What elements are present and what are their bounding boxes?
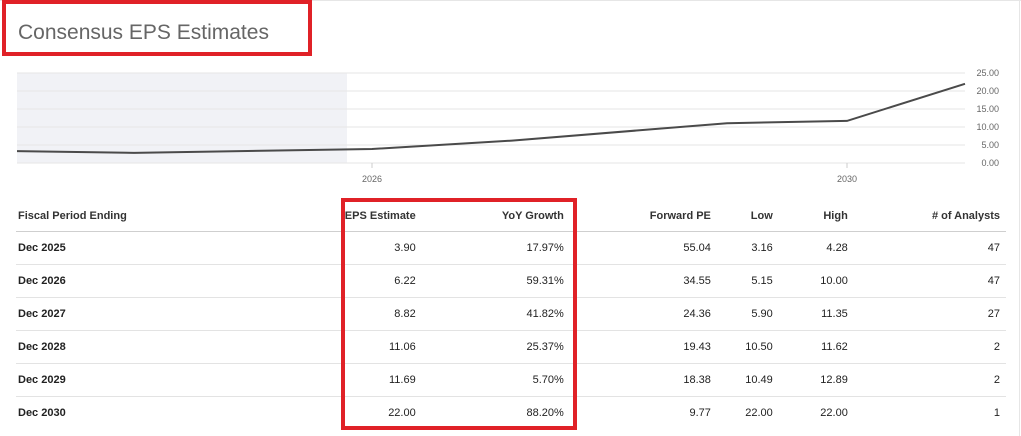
high-cell: 10.00 — [778, 264, 854, 298]
eps-estimate-cell: 8.82 — [343, 297, 422, 331]
historical-region — [17, 73, 347, 163]
chart-gridlines — [17, 72, 965, 164]
column-header-high[interactable]: High — [778, 200, 854, 232]
eps-estimate-cell: 11.69 — [343, 363, 422, 397]
fiscal-period-cell: Dec 2028 — [16, 330, 344, 364]
low-cell: 10.50 — [716, 330, 779, 364]
forward-pe-cell: 24.36 — [569, 297, 717, 331]
analysts-cell: 47 — [853, 231, 1006, 265]
high-cell: 11.35 — [778, 297, 854, 331]
column-header-fiscal-period[interactable]: Fiscal Period Ending — [16, 200, 344, 232]
high-cell: 22.00 — [820, 407, 848, 419]
yoy-growth-cell: 41.82% — [421, 297, 570, 331]
fiscal-period-cell: Dec 2029 — [16, 363, 344, 397]
chart-y-ticks: 25.00 20.00 15.00 10.00 5.00 0.00 — [976, 68, 999, 168]
fiscal-period-cell: Dec 2025 — [16, 231, 344, 265]
eps-trend-chart: 2026 2030 25.00 20.00 15.00 10.00 5.00 0.00 — [16, 68, 999, 184]
eps-series-line — [16, 82, 966, 154]
section-title: Consensus EPS Estimates — [18, 21, 269, 44]
eps-estimate-cell: 11.06 — [343, 330, 422, 364]
panel-top-border — [0, 0, 1021, 1]
y-tick-label: 25.00 — [976, 68, 999, 78]
y-tick-label: 15.00 — [976, 104, 999, 114]
yoy-growth-cell: 5.70% — [421, 363, 570, 397]
low-cell: 22.00 — [745, 407, 773, 419]
forward-pe-cell: 18.38 — [569, 363, 717, 397]
eps-estimate-cell: 22.00 — [388, 407, 416, 419]
eps-estimate-cell: 6.22 — [343, 264, 422, 298]
column-header-low[interactable]: Low — [716, 200, 779, 232]
column-header-analysts[interactable]: # of Analysts — [853, 200, 1006, 232]
column-header-yoy-growth[interactable]: YoY Growth — [421, 200, 570, 232]
analysts-cell: 27 — [853, 297, 1006, 331]
y-tick-label: 20.00 — [976, 86, 999, 96]
yoy-growth-cell: 25.37% — [421, 330, 570, 364]
column-header-eps-estimate[interactable]: EPS Estimate — [343, 200, 422, 232]
high-cell: 11.62 — [778, 330, 854, 364]
title-highlight-box — [2, 0, 312, 56]
table-row: Dec 2026 6.22 59.31% 34.55 5.15 10.00 47 — [16, 264, 1006, 298]
forward-pe-cell: 34.55 — [569, 264, 717, 298]
fiscal-period-cell: Dec 2026 — [16, 264, 344, 298]
y-tick-label: 0.00 — [981, 158, 999, 168]
forward-pe-cell: 19.43 — [569, 330, 717, 364]
analysts-cell: 47 — [853, 264, 1006, 298]
chart-x-ticks: 2026 2030 — [362, 163, 857, 184]
table-row: Dec 2027 8.82 41.82% 24.36 5.90 11.35 27 — [16, 297, 1006, 331]
table-header-row: Fiscal Period Ending EPS Estimate YoY Gr… — [16, 200, 1006, 232]
low-cell: 5.90 — [716, 297, 779, 331]
forward-pe-cell: 55.04 — [569, 231, 717, 265]
analysts-cell: 2 — [853, 363, 1006, 397]
low-cell: 5.15 — [716, 264, 779, 298]
fiscal-period-cell: Dec 2030 — [18, 407, 66, 419]
eps-estimates-table: Fiscal Period Ending EPS Estimate YoY Gr… — [16, 200, 1006, 429]
x-tick-label: 2026 — [362, 174, 382, 184]
analysts-cell: 2 — [853, 330, 1006, 364]
y-tick-label: 10.00 — [976, 122, 999, 132]
table-row: Dec 2030 22.00 88.20% 9.77 22.00 22.00 1 — [16, 397, 1006, 430]
high-cell: 12.89 — [778, 363, 854, 397]
forward-pe-cell: 9.77 — [689, 407, 711, 419]
low-cell: 3.16 — [716, 231, 779, 265]
high-cell: 4.28 — [778, 231, 854, 265]
table-row: Dec 2029 11.69 5.70% 18.38 10.49 12.89 2 — [16, 363, 1006, 397]
low-cell: 10.49 — [716, 363, 779, 397]
yoy-growth-cell: 59.31% — [421, 264, 570, 298]
column-header-forward-pe[interactable]: Forward PE — [569, 200, 717, 232]
eps-estimate-cell: 3.90 — [343, 231, 422, 265]
panel-right-border — [1019, 0, 1020, 436]
fiscal-period-cell: Dec 2027 — [16, 297, 344, 331]
table-row: Dec 2028 11.06 25.37% 19.43 10.50 11.62 … — [16, 330, 1006, 364]
yoy-growth-cell: 17.97% — [421, 231, 570, 265]
table-row: Dec 2025 3.90 17.97% 55.04 3.16 4.28 47 — [16, 231, 1006, 265]
yoy-growth-cell: 88.20% — [526, 407, 564, 419]
analysts-cell: 1 — [993, 407, 1000, 419]
x-tick-label: 2030 — [837, 174, 857, 184]
y-tick-label: 5.00 — [981, 140, 999, 150]
